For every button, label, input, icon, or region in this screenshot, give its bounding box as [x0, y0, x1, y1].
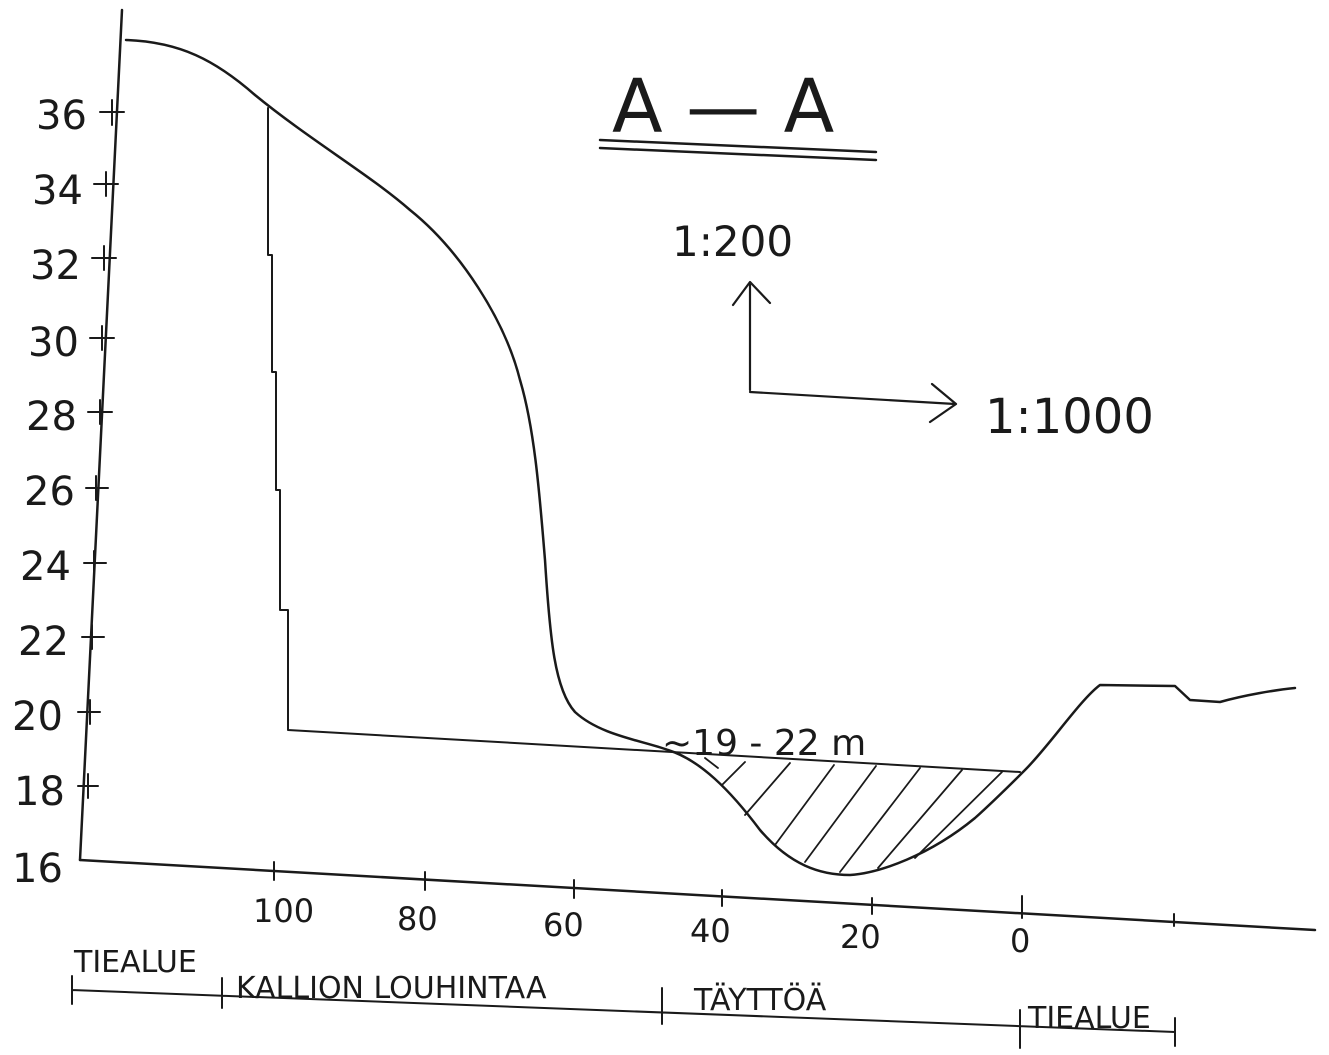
- x-tick-label: 40: [690, 912, 731, 950]
- x-tick-marks: [273, 861, 1175, 927]
- y-tick-label: 22: [18, 619, 69, 665]
- y-tick-label: 36: [36, 93, 87, 139]
- zone-divider-bar: [71, 975, 1176, 1049]
- depth-annotation: ~19 - 22 m: [662, 723, 866, 764]
- x-tick-label: 20: [840, 918, 881, 956]
- x-tick-label: 80: [397, 900, 438, 938]
- y-tick-marks: [77, 99, 125, 799]
- y-tick-label: 34: [32, 168, 83, 214]
- zone-label-road-area-left: TIEALUE: [73, 945, 197, 980]
- fill-hatching: [704, 757, 1003, 873]
- zone-label-fill: TÄYTTÖÄ: [693, 982, 827, 1018]
- x-axis-line: [78, 858, 1317, 932]
- y-tick-labels: 36 34 32 30 28 26 24 22 20 18 16: [12, 93, 87, 892]
- x-tick-labels: 100 80 60 40 20 0: [253, 892, 1030, 960]
- x-tick-label: 60: [543, 906, 584, 944]
- y-tick-label: 28: [26, 394, 77, 440]
- vertical-scale-arrow: [731, 280, 772, 392]
- title-underline: [598, 138, 878, 154]
- y-axis-line: [78, 8, 124, 862]
- section-title: A — A: [612, 64, 835, 150]
- x-tick-label: 0: [1010, 922, 1030, 960]
- y-tick-label: 18: [14, 769, 65, 815]
- y-tick-label: 30: [28, 320, 79, 366]
- y-tick-label: 16: [12, 846, 63, 892]
- y-tick-label: 32: [30, 243, 81, 289]
- x-tick-label: 100: [253, 892, 314, 930]
- horizontal-scale-arrow: [748, 382, 958, 424]
- excavation-boundary-line: [267, 107, 1021, 773]
- y-tick-label: 26: [24, 469, 75, 515]
- y-tick-label: 24: [20, 544, 71, 590]
- terrain-profile-line: [124, 38, 1297, 877]
- zone-label-rock-excavation: KALLION LOUHINTAA: [236, 971, 547, 1006]
- title-underline-second: [598, 146, 878, 162]
- y-tick-label: 20: [12, 694, 63, 740]
- vertical-scale-label: 1:200: [672, 217, 793, 266]
- horizontal-scale-label: 1:1000: [985, 389, 1154, 445]
